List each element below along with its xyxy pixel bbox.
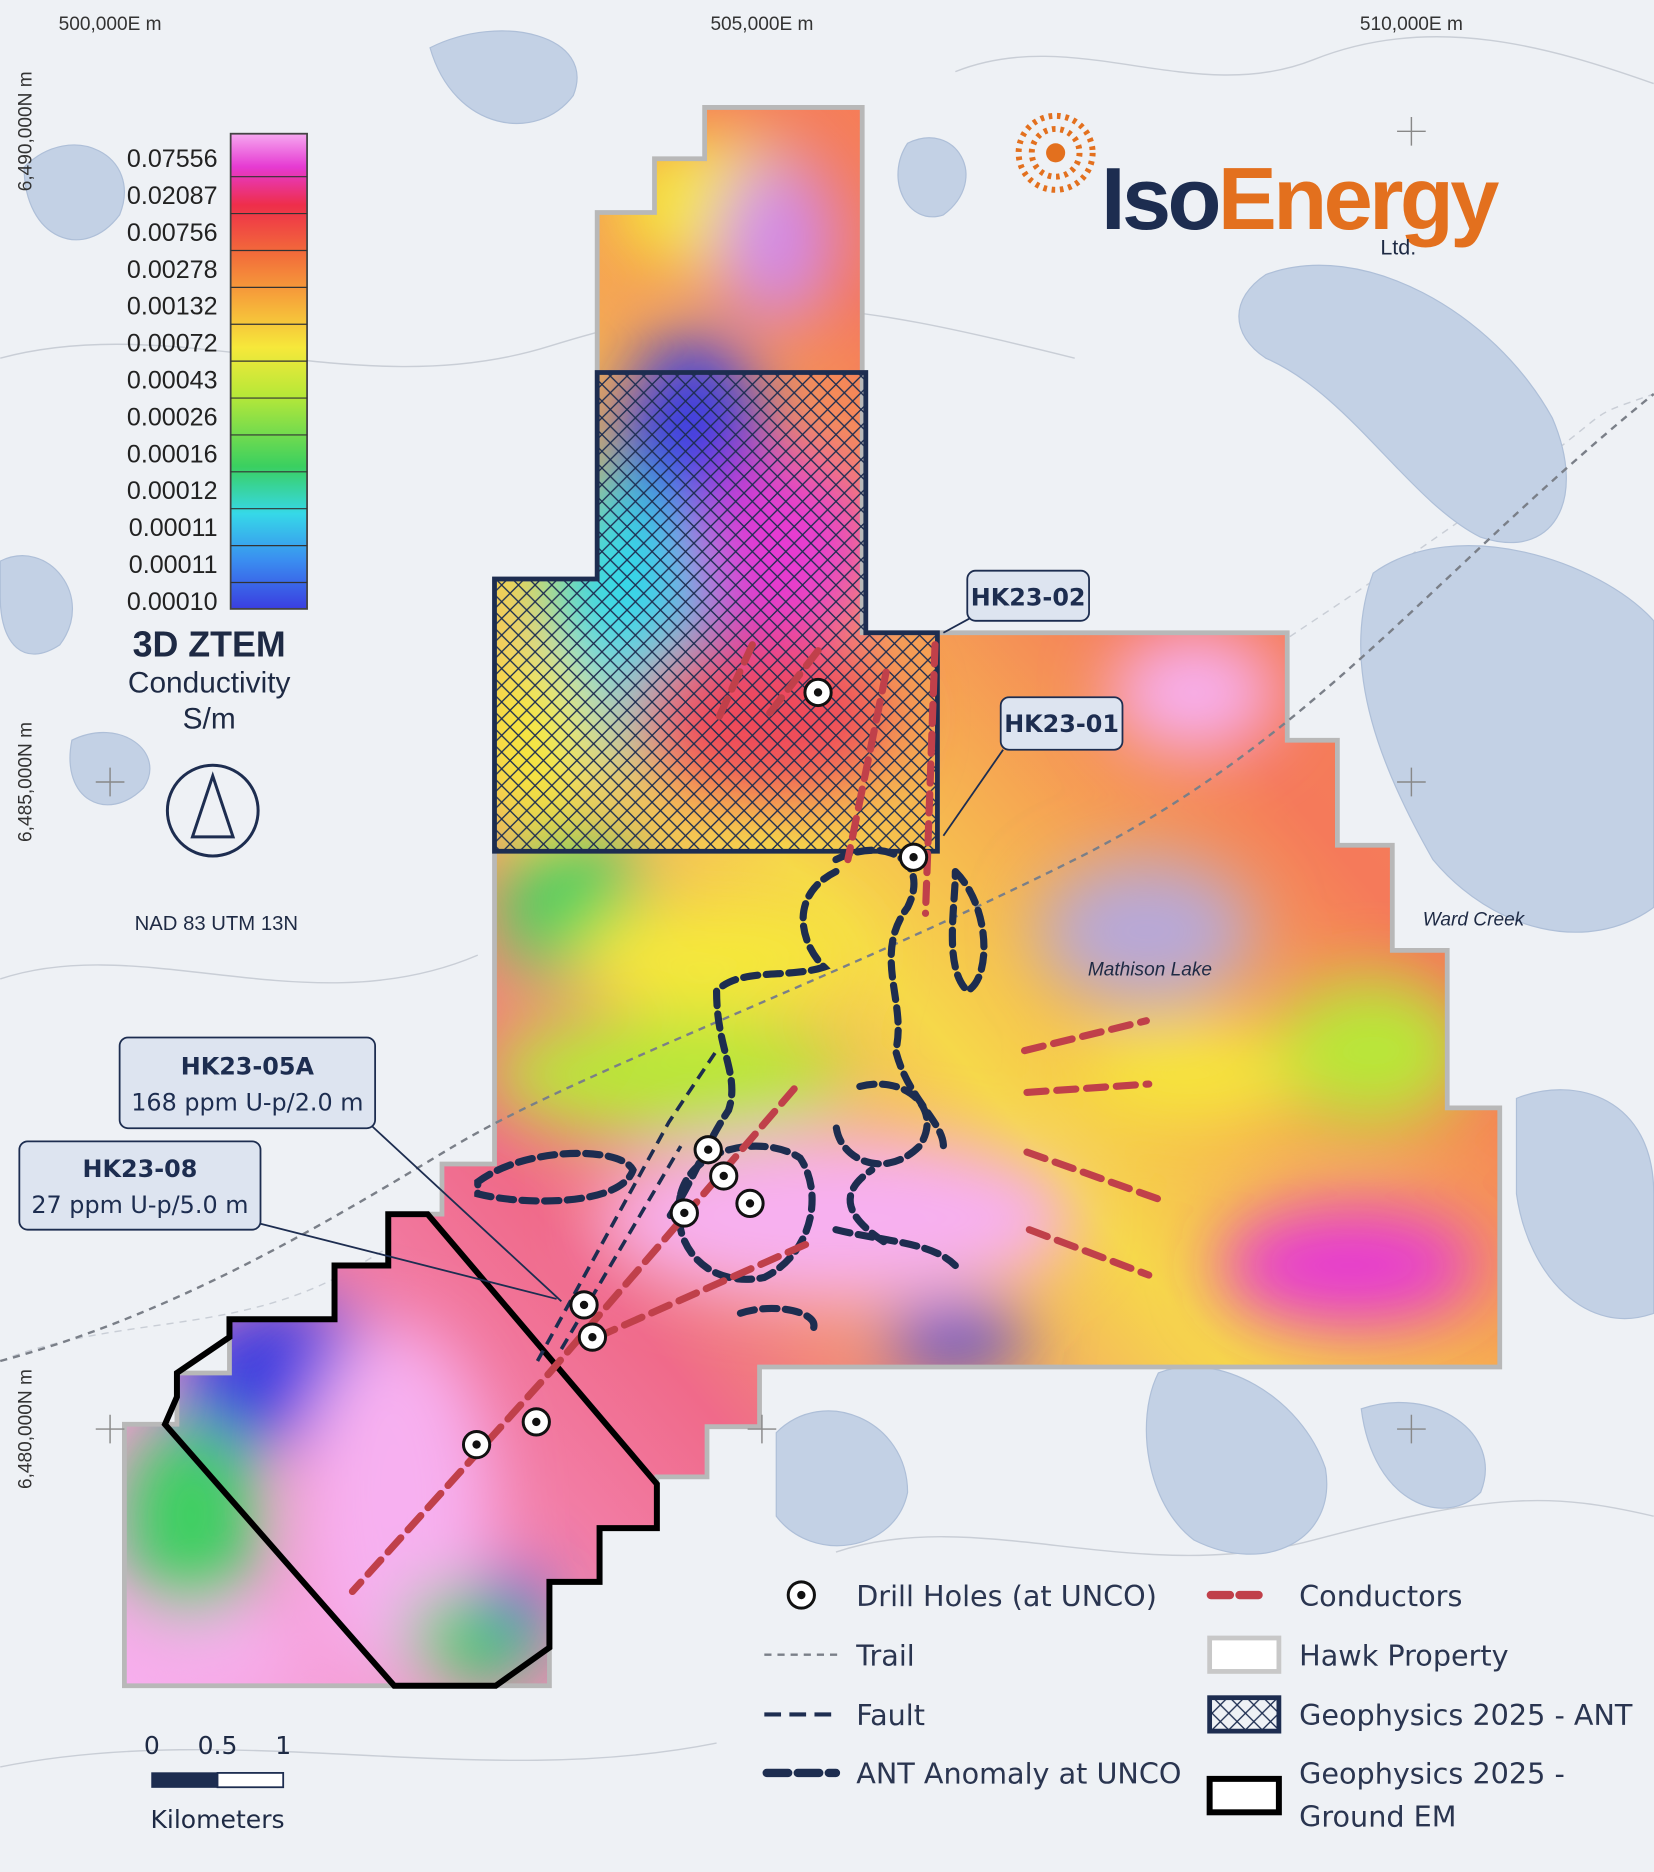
svg-text:HK23-02: HK23-02	[971, 583, 1086, 611]
geophysics-ant-area	[492, 370, 940, 854]
color-scale-label: 0.00016	[127, 440, 218, 468]
drill-hole-centers	[472, 688, 918, 1449]
legend-label: Trail	[855, 1638, 915, 1672]
northing-label: 6,490,000N m	[15, 71, 36, 191]
callout: HK23-01	[942, 696, 1124, 837]
color-scale-label: 0.00756	[127, 219, 218, 247]
svg-text:HK23-08: HK23-08	[83, 1155, 198, 1183]
legend: Drill Holes (at UNCO) Trail Fault ANT An…	[762, 1579, 1633, 1834]
color-scale-label: 0.00278	[127, 256, 218, 284]
legend-label: Fault	[856, 1698, 925, 1732]
northing-label: 6,480,000N m	[15, 1369, 36, 1489]
scale-unit: S/m	[183, 702, 236, 735]
legend-label: Ground EM	[1299, 1800, 1456, 1834]
easting-label: 510,000E m	[1360, 14, 1463, 35]
color-scale-bar	[229, 132, 308, 610]
color-scale-label: 0.00132	[127, 293, 218, 321]
datum-label: NAD 83 UTM 13N	[135, 913, 298, 935]
color-scale-label: 0.02087	[127, 182, 218, 210]
color-scale-label: 0.00026	[127, 403, 218, 431]
color-scale-label: 0.00043	[127, 366, 218, 394]
color-scale-label: 0.00011	[129, 551, 218, 579]
color-scale-label: 0.00010	[127, 588, 218, 616]
logo: IsoEnergy Ltd.	[1015, 112, 1503, 259]
geophysics-ground-em-area	[161, 1211, 660, 1689]
logo-suffix: Ltd.	[1380, 235, 1416, 259]
logo-text: IsoEnergy	[1101, 149, 1499, 248]
lakes	[0, 30, 1654, 1555]
legend-label: Geophysics 2025 -	[1299, 1757, 1565, 1791]
lake-label: Mathison Lake	[1088, 959, 1212, 980]
legend-label: ANT Anomaly at UNCO	[856, 1757, 1181, 1791]
scale-subtitle: Conductivity	[128, 666, 291, 699]
easting-label: 500,000E m	[59, 14, 162, 35]
contours	[0, 36, 1654, 1768]
color-scale-label: 0.00011	[129, 514, 218, 542]
callout: HK23-05A 168 ppm U-p/2.0 m	[118, 1036, 562, 1302]
scale-bar: 0 0.5 1 Kilometers	[144, 1731, 291, 1834]
legend-label: Conductors	[1299, 1579, 1462, 1613]
callout: HK23-08 27 ppm U-p/5.0 m	[18, 1140, 557, 1300]
north-arrow	[165, 763, 260, 858]
northing-label: 6,485,000N m	[15, 722, 36, 842]
color-scale-label: 0.00012	[127, 477, 218, 505]
scale-bar-tick: 1	[275, 1731, 291, 1760]
color-scale-label: 0.07556	[127, 145, 218, 173]
legend-label: Geophysics 2025 - ANT	[1299, 1698, 1633, 1732]
legend-label: Drill Holes (at UNCO)	[856, 1579, 1157, 1613]
color-scale-labels: 0.07556 0.02087 0.00756 0.00278 0.00132 0.000…	[127, 145, 308, 616]
scale-bar-unit: Kilometers	[150, 1805, 284, 1834]
color-scale-label: 0.00072	[127, 330, 218, 358]
svg-text:HK23-01: HK23-01	[1004, 710, 1119, 738]
scale-bar-tick: 0	[144, 1731, 160, 1760]
trail	[0, 393, 1654, 1363]
grid-crosses	[95, 117, 1426, 1444]
easting-label: 505,000E m	[710, 14, 813, 35]
svg-text:27 ppm U-p/5.0 m: 27 ppm U-p/5.0 m	[31, 1191, 248, 1219]
svg-text:HK23-05A: HK23-05A	[181, 1052, 315, 1080]
legend-label: Hawk Property	[1299, 1638, 1508, 1672]
callout: HK23-02	[942, 569, 1090, 634]
svg-text:168 ppm U-p/2.0 m: 168 ppm U-p/2.0 m	[131, 1088, 363, 1116]
scale-title: 3D ZTEM	[133, 625, 286, 665]
ant-anomalies	[474, 846, 988, 1335]
creek-label: Ward Creek	[1423, 909, 1526, 930]
scale-bar-tick: 0.5	[198, 1731, 238, 1760]
